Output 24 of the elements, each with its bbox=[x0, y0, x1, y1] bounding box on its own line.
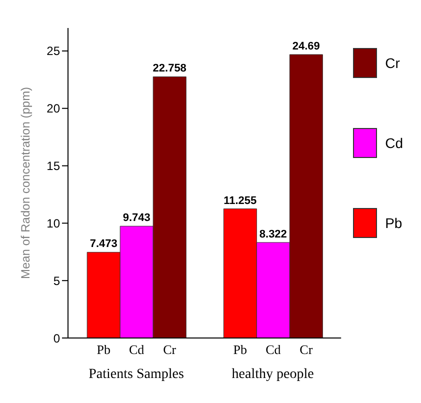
data-label: 7.473 bbox=[90, 238, 118, 250]
x-tick-label: Patients Samples bbox=[88, 367, 184, 382]
text: Cr bbox=[163, 342, 176, 357]
data-label: 8.322 bbox=[259, 228, 287, 240]
text: Pb bbox=[233, 342, 248, 357]
text: Cd bbox=[266, 342, 281, 357]
text: Cr bbox=[300, 342, 313, 357]
y-tick-label: 5 bbox=[53, 274, 60, 288]
y-tick-label: 15 bbox=[46, 159, 60, 174]
legend-label: Cr bbox=[385, 55, 400, 71]
data-label: 22.758 bbox=[152, 62, 186, 75]
text: Pb bbox=[96, 342, 110, 357]
x-tick-label: healthy people bbox=[232, 367, 314, 382]
text: Cd bbox=[129, 342, 144, 357]
data-label: 24.69 bbox=[292, 40, 320, 53]
y-tick-label: 25 bbox=[46, 44, 60, 58]
y-tick-label: 20 bbox=[46, 102, 60, 116]
data-label: 11.255 bbox=[224, 194, 257, 207]
y-tick-label: 0 bbox=[53, 331, 60, 346]
y-tick-label: 10 bbox=[46, 216, 60, 230]
data-label: 9.743 bbox=[122, 212, 150, 224]
legend-label: Cd bbox=[385, 135, 403, 151]
y-axis-title: Mean of Radon concentration (ppm) bbox=[18, 86, 32, 280]
legend-label: Pb bbox=[385, 215, 402, 231]
